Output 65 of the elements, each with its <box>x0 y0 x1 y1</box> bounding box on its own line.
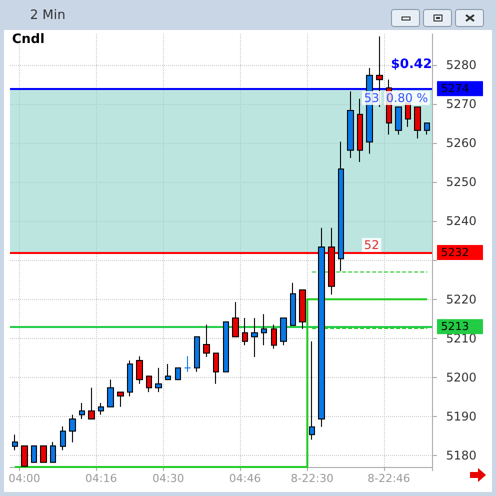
annotation: 0.80 % <box>386 91 428 105</box>
y-tick-label: 5260 <box>446 136 477 150</box>
candlestick <box>12 434 18 451</box>
candlestick <box>21 445 28 467</box>
annotation: 53 <box>364 91 380 105</box>
candlestick <box>261 314 267 346</box>
annotation: Cndl <box>12 32 45 47</box>
x-tick-label: 8-22:46 <box>368 472 410 485</box>
candlestick <box>107 379 114 408</box>
x-tick-label: 8-22:30 <box>290 472 334 485</box>
candlestick <box>347 90 354 159</box>
y-tick-label: 5250 <box>446 175 477 190</box>
candlestick <box>280 317 287 346</box>
annotation: 52 <box>364 238 380 252</box>
y-tick-label: 5200 <box>446 370 477 384</box>
x-tick-label: 04:00 <box>8 472 40 485</box>
candlestick <box>232 301 239 338</box>
candlestick <box>338 141 344 272</box>
chart-title: 2 Min <box>30 8 66 23</box>
candlestick <box>136 356 143 384</box>
candlestick <box>318 227 325 428</box>
candlestick <box>98 402 104 416</box>
candlestick <box>117 392 124 408</box>
candlestick <box>155 367 162 393</box>
y-tick-label: 5210 <box>446 331 477 346</box>
candlestick <box>79 402 85 420</box>
candlestick <box>69 414 76 443</box>
candlestick <box>60 426 66 451</box>
y-tick-label: 5220 <box>446 292 477 306</box>
candlestick <box>194 336 200 372</box>
candlestick <box>251 317 258 358</box>
candlestick <box>309 340 315 440</box>
x-tick-label: 04:16 <box>85 472 117 485</box>
candlestick <box>414 106 421 140</box>
candlestick <box>184 356 191 372</box>
y-tick-label: 5190 <box>446 409 477 424</box>
annotation: $0.42 <box>390 57 432 72</box>
ref-line-label: 5274 <box>441 82 469 96</box>
candlestick <box>328 227 335 296</box>
ref-line-label: 5232 <box>441 246 469 259</box>
y-tick-label: 5280 <box>446 58 477 72</box>
candlestick <box>175 367 181 380</box>
candlestick <box>165 364 171 380</box>
candlestick <box>213 352 219 384</box>
ref-line-label: 5213 <box>441 320 469 334</box>
candlestick <box>395 106 402 136</box>
x-tick-label: 04:30 <box>152 472 184 485</box>
candlestick <box>31 445 37 463</box>
candlestick <box>40 445 47 463</box>
candlestick <box>357 98 363 162</box>
candlestick <box>223 321 229 372</box>
candlestick <box>290 282 296 326</box>
candlestick <box>242 317 248 346</box>
y-tick-label: 5240 <box>446 214 477 228</box>
candlestick <box>146 376 152 393</box>
candlestick <box>271 324 277 350</box>
candlestick <box>299 289 306 330</box>
y-tick-label: 5180 <box>446 448 477 462</box>
y-tick-label: 5270 <box>446 97 477 112</box>
candlestick <box>424 122 430 136</box>
candlestick <box>88 387 95 420</box>
candlestick <box>127 360 133 397</box>
x-tick-label: 04:46 <box>229 472 261 485</box>
candlestick <box>50 442 56 463</box>
candlestick <box>203 324 210 358</box>
